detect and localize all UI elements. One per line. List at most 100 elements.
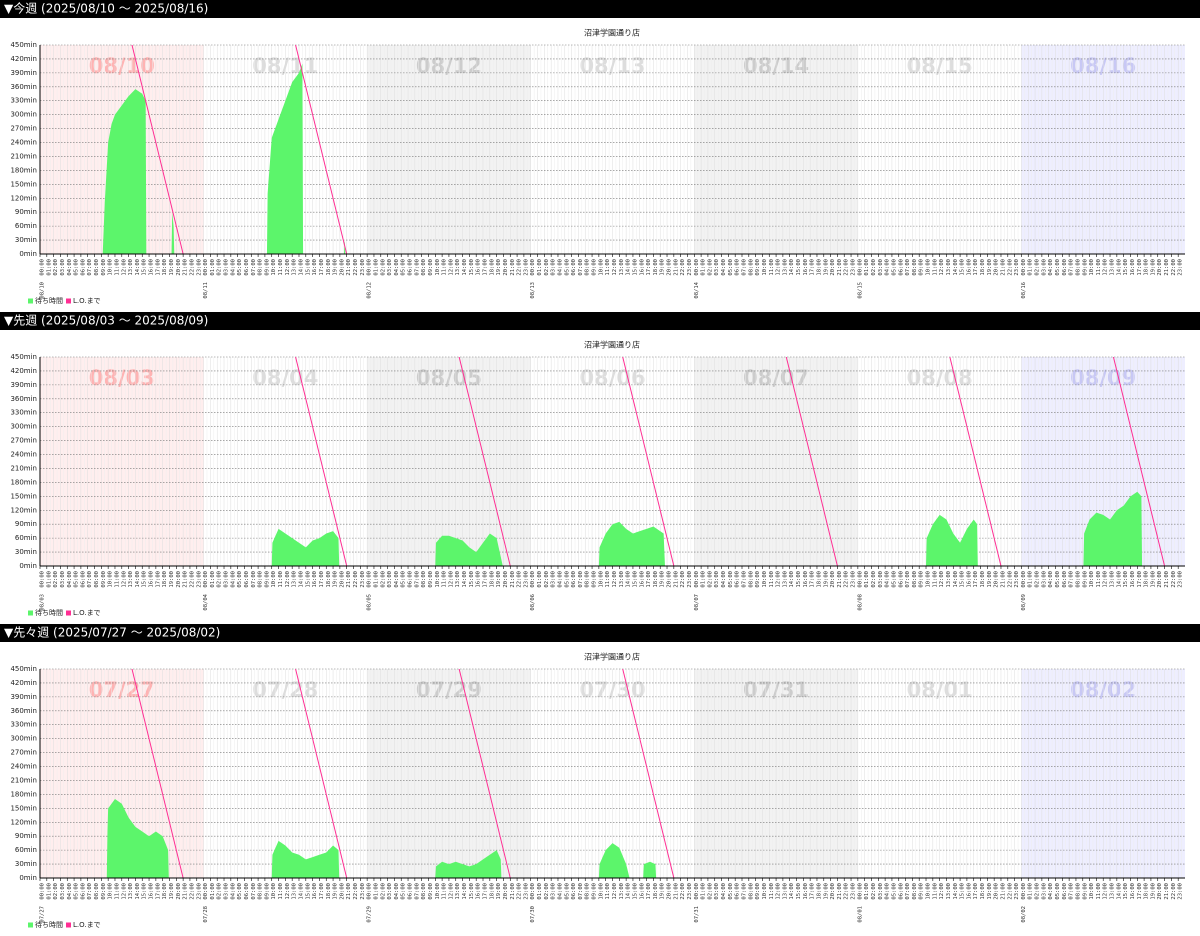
lo-line [131, 45, 184, 254]
x-tick-label: 10:00 [108, 571, 114, 588]
x-tick-label: 05:00 [891, 259, 897, 276]
y-tick-label: 270min [10, 125, 37, 133]
x-tick-label: 02:00 [380, 883, 386, 900]
x-tick-label: 22:00 [680, 259, 686, 276]
lo-line [622, 357, 675, 566]
x-tick-label: 00:00 [857, 259, 863, 276]
y-tick-label: 30min [15, 236, 37, 244]
x-tick-label: 21:00 [1000, 571, 1006, 588]
x-tick-label: 12:00 [448, 883, 454, 900]
x-tick-label: 11:00 [605, 571, 611, 588]
x-tick-label: 07:00 [414, 883, 420, 900]
x-tick-label: 23:00 [1014, 259, 1020, 276]
x-tick-label: 02:00 [53, 571, 59, 588]
x-tick-label: 07:00 [578, 883, 584, 900]
x-tick-label: 05:00 [74, 883, 80, 900]
x-tick-label: 10:00 [598, 883, 604, 900]
x-tick-label: 22:00 [517, 259, 523, 276]
y-tick-label: 120min [10, 194, 37, 202]
date-tick-label: 08/10 [40, 282, 46, 299]
y-tick-label: 330min [10, 97, 37, 105]
wait-area [926, 514, 978, 566]
x-tick-label: 00:00 [367, 571, 373, 588]
x-tick-label: 03:00 [387, 571, 393, 588]
x-tick-label: 15:00 [632, 259, 638, 276]
x-tick-label: 21:00 [510, 571, 516, 588]
x-tick-label: 18:00 [162, 571, 168, 588]
x-tick-label: 00:00 [530, 883, 536, 900]
x-tick-label: 10:00 [435, 259, 441, 276]
y-tick-label: 90min [15, 520, 37, 528]
x-tick-label: 17:00 [155, 259, 161, 276]
date-tick-label: 08/04 [203, 593, 209, 610]
legend-label: L.O.まで [73, 921, 101, 929]
x-tick-label: 22:00 [680, 883, 686, 900]
date-tick-label: 08/12 [367, 282, 373, 299]
x-tick-label: 06:00 [898, 883, 904, 900]
x-tick-label: 06:00 [408, 883, 414, 900]
x-tick-label: 20:00 [503, 883, 509, 900]
x-tick-label: 09:00 [101, 571, 107, 588]
x-tick-label: 17:00 [155, 571, 161, 588]
x-tick-label: 03:00 [60, 883, 66, 900]
y-tick-label: 120min [10, 506, 37, 514]
x-tick-label: 20:00 [339, 571, 345, 588]
date-tick-label: 07/27 [40, 906, 46, 923]
x-tick-label: 18:00 [816, 883, 822, 900]
x-tick-label: 23:00 [1014, 883, 1020, 900]
x-tick-label: 20:00 [994, 259, 1000, 276]
x-tick-label: 00:00 [40, 571, 46, 588]
x-tick-label: 11:00 [932, 883, 938, 900]
x-tick-label: 02:00 [871, 571, 877, 588]
x-tick-label: 04:00 [394, 259, 400, 276]
x-tick-label: 02:00 [544, 259, 550, 276]
x-tick-label: 07:00 [741, 571, 747, 588]
x-tick-label: 10:00 [271, 259, 277, 276]
y-tick-label: 300min [10, 735, 37, 743]
legend-swatch [66, 610, 71, 616]
x-tick-label: 08:00 [258, 259, 264, 276]
x-tick-label: 14:00 [626, 259, 632, 276]
x-tick-label: 04:00 [67, 571, 73, 588]
y-tick-label: 330min [10, 721, 37, 729]
x-tick-label: 05:00 [564, 259, 570, 276]
x-tick-label: 12:00 [776, 571, 782, 588]
x-tick-label: 15:00 [142, 259, 148, 276]
x-tick-label: 04:00 [230, 259, 236, 276]
x-tick-label: 02:00 [1035, 571, 1041, 588]
x-tick-label: 08:00 [748, 259, 754, 276]
x-tick-label: 20:00 [667, 571, 673, 588]
x-tick-label: 19:00 [1150, 883, 1156, 900]
x-tick-label: 23:00 [687, 259, 693, 276]
x-tick-label: 15:00 [1123, 259, 1129, 276]
x-tick-label: 19:00 [333, 883, 339, 900]
x-tick-label: 06:00 [80, 883, 86, 900]
x-tick-label: 23:00 [360, 571, 366, 588]
x-tick-label: 13:00 [455, 259, 461, 276]
x-tick-label: 16:00 [639, 259, 645, 276]
x-tick-label: 09:00 [919, 259, 925, 276]
y-tick-label: 240min [10, 763, 37, 771]
x-tick-label: 01:00 [46, 883, 52, 900]
x-tick-label: 03:00 [878, 883, 884, 900]
x-tick-label: 00:00 [694, 571, 700, 588]
x-tick-label: 00:00 [203, 883, 209, 900]
x-tick-label: 15:00 [305, 883, 311, 900]
wait-area [271, 840, 340, 878]
x-tick-label: 07:00 [87, 259, 93, 276]
x-tick-label: 11:00 [605, 883, 611, 900]
x-tick-label: 16:00 [149, 571, 155, 588]
date-tick-label: 08/01 [857, 906, 863, 923]
x-tick-label: 00:00 [530, 259, 536, 276]
x-tick-label: 00:00 [857, 883, 863, 900]
x-tick-label: 11:00 [769, 571, 775, 588]
x-tick-label: 05:00 [1055, 883, 1061, 900]
x-tick-label: 22:00 [844, 883, 850, 900]
y-tick-label: 90min [15, 208, 37, 216]
x-tick-label: 23:00 [360, 883, 366, 900]
y-tick-label: 330min [10, 409, 37, 417]
x-tick-label: 19:00 [333, 571, 339, 588]
x-tick-label: 13:00 [782, 883, 788, 900]
x-tick-label: 03:00 [551, 571, 557, 588]
x-tick-label: 11:00 [442, 259, 448, 276]
